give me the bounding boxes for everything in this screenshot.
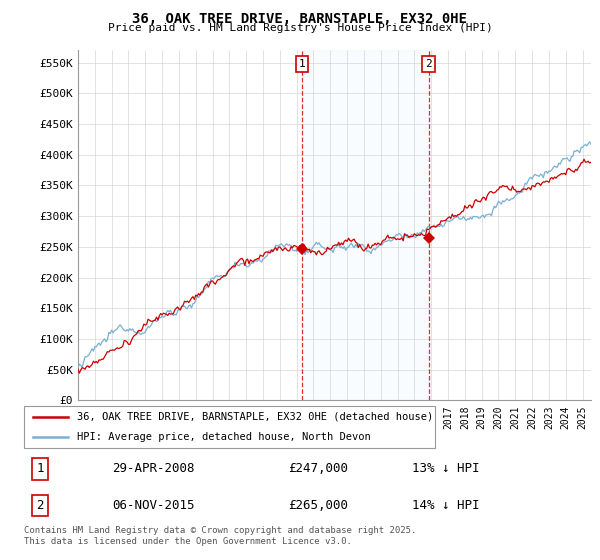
Text: 14% ↓ HPI: 14% ↓ HPI bbox=[412, 499, 479, 512]
Text: HPI: Average price, detached house, North Devon: HPI: Average price, detached house, Nort… bbox=[77, 432, 370, 442]
Text: £247,000: £247,000 bbox=[289, 463, 349, 475]
Bar bbox=[302, 50, 428, 400]
Text: 29-APR-2008: 29-APR-2008 bbox=[112, 463, 194, 475]
Text: 1: 1 bbox=[37, 463, 44, 475]
Text: 36, OAK TREE DRIVE, BARNSTAPLE, EX32 0HE (detached house): 36, OAK TREE DRIVE, BARNSTAPLE, EX32 0HE… bbox=[77, 412, 433, 422]
Text: Contains HM Land Registry data © Crown copyright and database right 2025.
This d: Contains HM Land Registry data © Crown c… bbox=[24, 526, 416, 546]
Text: 1: 1 bbox=[299, 59, 305, 69]
Text: 2: 2 bbox=[425, 59, 432, 69]
Text: 06-NOV-2015: 06-NOV-2015 bbox=[112, 499, 194, 512]
FancyBboxPatch shape bbox=[24, 405, 436, 449]
Text: 13% ↓ HPI: 13% ↓ HPI bbox=[412, 463, 479, 475]
Text: Price paid vs. HM Land Registry's House Price Index (HPI): Price paid vs. HM Land Registry's House … bbox=[107, 23, 493, 33]
Text: 2: 2 bbox=[37, 499, 44, 512]
Text: £265,000: £265,000 bbox=[289, 499, 349, 512]
Text: 36, OAK TREE DRIVE, BARNSTAPLE, EX32 0HE: 36, OAK TREE DRIVE, BARNSTAPLE, EX32 0HE bbox=[133, 12, 467, 26]
